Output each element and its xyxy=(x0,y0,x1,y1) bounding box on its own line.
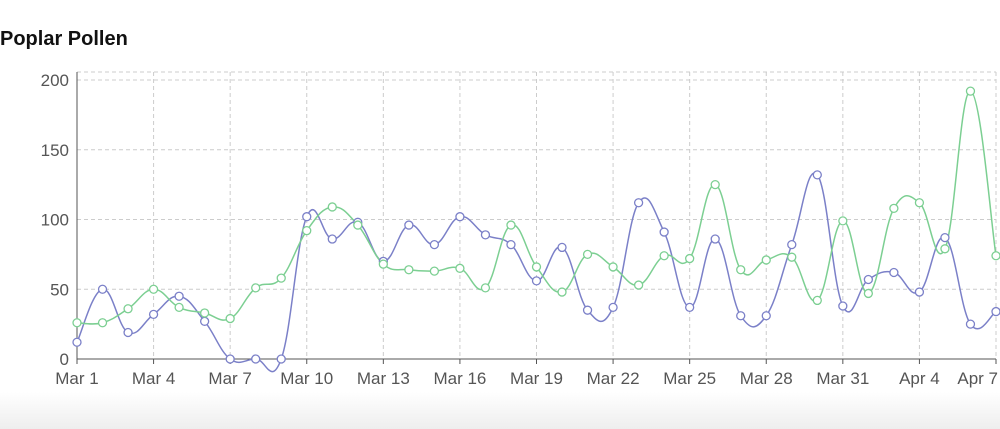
data-point-2024 xyxy=(97,284,108,294)
data-point-2025 xyxy=(123,304,133,314)
data-point-2024 xyxy=(506,239,516,250)
data-point-2025 xyxy=(812,295,822,306)
data-point-2024 xyxy=(557,242,567,253)
data-point-2025 xyxy=(174,302,184,313)
x-tick-label: Mar 25 xyxy=(663,369,716,388)
data-point-2025 xyxy=(710,179,720,190)
x-tick-label: Mar 1 xyxy=(55,369,98,388)
data-point-2025 xyxy=(480,283,491,293)
data-point-2024 xyxy=(965,319,976,329)
data-point-2024 xyxy=(72,337,82,347)
bottom-fade xyxy=(0,392,1000,429)
data-point-2024 xyxy=(659,227,669,237)
grid-lines xyxy=(76,71,997,359)
data-point-2025 xyxy=(531,262,542,272)
data-point-2024 xyxy=(582,305,593,315)
data-point-2024 xyxy=(761,311,771,321)
data-point-2024 xyxy=(148,309,159,320)
data-point-2025 xyxy=(787,252,797,262)
y-tick-label: 50 xyxy=(50,280,69,299)
data-point-2025 xyxy=(404,265,414,275)
data-point-2025 xyxy=(251,283,261,293)
y-tick-label: 200 xyxy=(41,71,69,90)
data-point-2024 xyxy=(787,239,797,250)
data-point-2025 xyxy=(302,226,312,236)
data-point-2024 xyxy=(404,220,414,230)
data-point-2024 xyxy=(455,212,465,222)
data-point-2024 xyxy=(251,354,261,364)
x-tick-label: Mar 13 xyxy=(357,369,410,388)
data-point-2025 xyxy=(914,198,925,208)
x-tick-label: Mar 10 xyxy=(280,369,333,388)
data-point-2025 xyxy=(736,265,746,275)
data-point-2024 xyxy=(736,311,746,321)
x-tick-label: Mar 28 xyxy=(740,369,793,388)
data-point-2025 xyxy=(327,202,337,212)
data-point-2025 xyxy=(199,308,210,318)
data-point-2025 xyxy=(72,318,82,328)
y-tick-label: 100 xyxy=(41,211,69,230)
data-point-2025 xyxy=(429,266,440,276)
y-tick-label: 0 xyxy=(60,350,69,369)
data-point-2025 xyxy=(97,318,108,328)
data-point-2025 xyxy=(608,262,618,272)
data-point-2024 xyxy=(863,274,874,285)
data-point-2024 xyxy=(302,212,312,222)
data-point-2024 xyxy=(480,230,491,240)
axes: 0 50 100 150 200 Mar 1 Mar 4 Mar 7 Mar 10 Mar 13 M… xyxy=(41,71,998,388)
data-point-2024 xyxy=(608,302,618,313)
data-point-2025 xyxy=(353,220,363,230)
x-tick-label: Mar 19 xyxy=(510,369,563,388)
data-point-2024 xyxy=(531,276,542,286)
data-point-2024 xyxy=(914,287,925,297)
chart-title: Poplar Pollen xyxy=(0,28,128,50)
data-point-2025 xyxy=(378,259,388,269)
data-point-2025 xyxy=(582,249,593,260)
data-point-2024 xyxy=(633,198,644,208)
series-points xyxy=(72,86,1000,364)
data-point-2025 xyxy=(940,244,950,254)
data-point-2024 xyxy=(429,239,440,250)
data-point-2025 xyxy=(659,251,669,261)
data-point-2024 xyxy=(123,327,133,338)
data-point-2024 xyxy=(327,234,337,244)
y-tick-label: 150 xyxy=(41,141,69,160)
data-point-2024 xyxy=(199,316,210,326)
data-point-2025 xyxy=(965,86,976,96)
data-point-2025 xyxy=(148,284,159,294)
data-point-2024 xyxy=(685,302,695,313)
x-tick-label: Mar 31 xyxy=(816,369,869,388)
data-point-2024 xyxy=(838,301,848,311)
x-tick-label: Apr 7 xyxy=(957,369,998,388)
data-point-2024 xyxy=(940,232,950,243)
data-point-2024 xyxy=(889,267,899,278)
data-point-2025 xyxy=(685,253,695,264)
data-point-2025 xyxy=(633,280,644,290)
data-point-2025 xyxy=(863,288,874,299)
data-point-2025 xyxy=(506,220,516,230)
data-point-2025 xyxy=(838,216,848,226)
data-point-2025 xyxy=(276,273,286,283)
data-point-2025 xyxy=(225,313,235,324)
x-tick-label: Mar 7 xyxy=(208,369,251,388)
x-tick-label: Mar 16 xyxy=(433,369,486,388)
series-lines xyxy=(76,90,997,373)
x-tick-label: Mar 22 xyxy=(587,369,640,388)
data-point-2024 xyxy=(991,306,1000,317)
data-point-2025 xyxy=(991,251,1000,261)
data-point-2025 xyxy=(557,287,567,297)
data-point-2024 xyxy=(812,170,822,180)
data-point-2024 xyxy=(225,354,235,364)
data-point-2024 xyxy=(174,291,184,301)
x-tick-label: Mar 4 xyxy=(132,369,175,388)
x-tick-label: Apr 4 xyxy=(899,369,940,388)
data-point-2025 xyxy=(761,255,771,265)
data-point-2024 xyxy=(710,234,720,244)
data-point-2025 xyxy=(889,203,899,213)
data-point-2024 xyxy=(276,354,286,364)
data-point-2025 xyxy=(455,263,465,273)
